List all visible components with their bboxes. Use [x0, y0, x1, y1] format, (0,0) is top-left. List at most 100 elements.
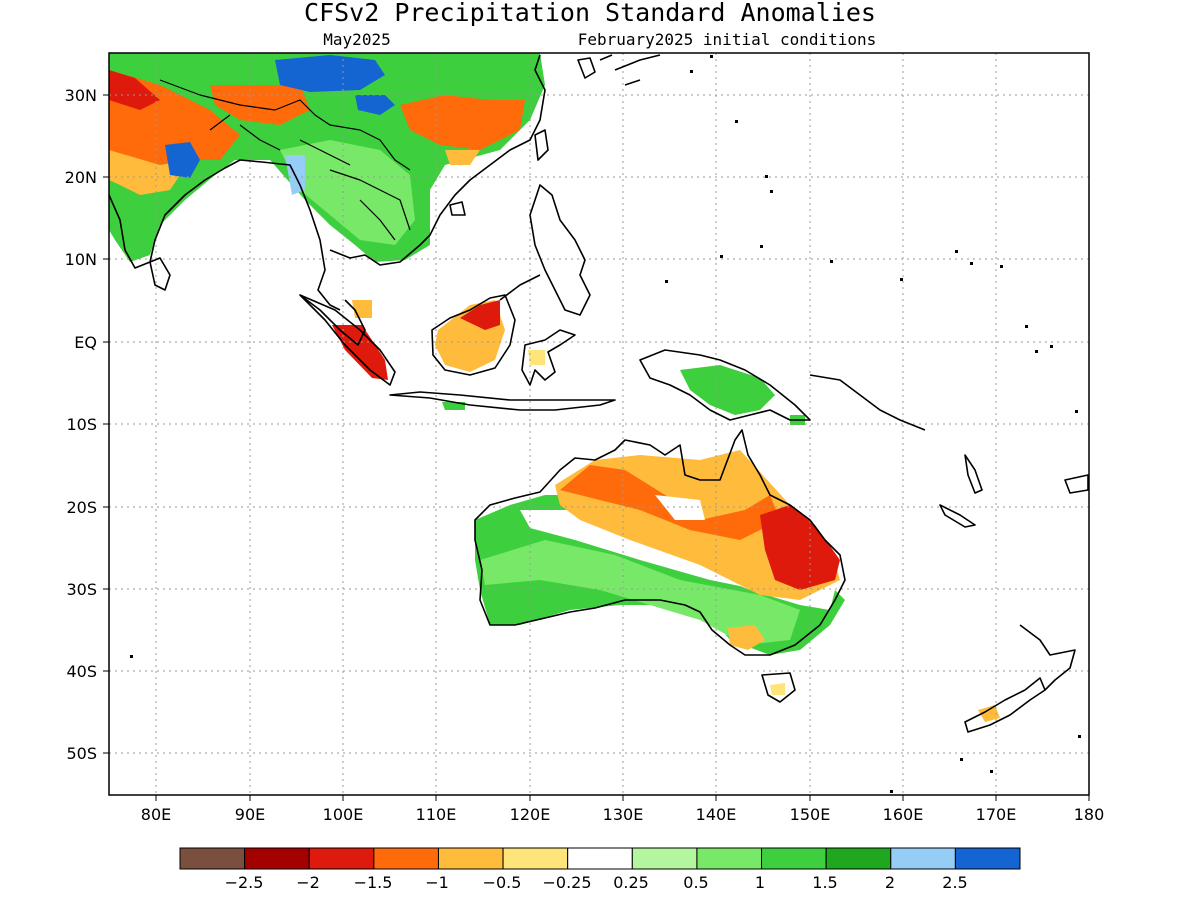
coastline-sulawesi [521, 329, 576, 386]
colorbar-swatch [761, 847, 827, 870]
colorbar-label: 1 [755, 873, 765, 892]
lat-labels: 30N 20N 10N EQ 10S 20S 30S 40S 50S [65, 86, 97, 763]
coastline-australia [474, 429, 846, 656]
lead-month-label: May2025 [323, 30, 390, 49]
lon-ticks [155, 795, 1090, 801]
colorbar-label: 1.5 [812, 873, 837, 892]
coastline-java [389, 391, 616, 411]
colorbar-swatch [954, 847, 1021, 870]
lat-label: 10N [65, 250, 97, 269]
anomaly-blue-tibet-2 [355, 95, 395, 115]
lon-label: 120E [510, 805, 551, 824]
coastline-tasmania [761, 672, 796, 703]
lon-label: 140E [696, 805, 737, 824]
anomaly-green-java [442, 402, 465, 410]
lon-label: 80E [141, 805, 171, 824]
coastline-hainan [449, 201, 466, 216]
lat-ticks [103, 94, 109, 754]
coastline-philippines [499, 184, 591, 316]
colorbar-label: −2.5 [225, 873, 264, 892]
coastline-borneo [431, 294, 516, 376]
coastline-china-borders [159, 79, 411, 241]
colorbar-label: 0.5 [683, 873, 708, 892]
colorbar-label: −0.5 [483, 873, 522, 892]
colorbar-swatches [179, 847, 1021, 870]
colorbar-swatch [373, 847, 439, 870]
coastline-malay [299, 294, 366, 346]
coastline-india [109, 159, 263, 269]
colorbar-swatch [244, 847, 310, 870]
lon-label: 180 [1074, 805, 1105, 824]
anomaly-orange-newzealand [978, 705, 1000, 722]
pacific-islands [130, 55, 1081, 793]
colorbar: −2.5 −2 −1.5 −1 −0.5 −0.25 0.25 0.5 1 1.… [179, 847, 1021, 892]
anomaly-green-newguinea [680, 365, 775, 415]
anomaly-lightgreen-australia [480, 540, 800, 645]
colorbar-label: −0.25 [542, 873, 591, 892]
lon-label: 100E [323, 805, 364, 824]
lat-label: EQ [74, 333, 97, 352]
anomaly-red-queensland [760, 505, 840, 590]
lat-label: 20S [66, 498, 97, 517]
colorbar-label: −1 [425, 873, 449, 892]
gridlines [109, 53, 1089, 795]
anomaly-lightgreen-asia [280, 140, 415, 245]
plot-frame [108, 52, 1090, 796]
anomaly-blue-india [165, 142, 200, 178]
anomaly-red-india [109, 70, 160, 110]
coastline-sumatra [299, 294, 396, 386]
colorbar-swatch [502, 847, 569, 870]
coastline-vanuatu [964, 454, 983, 494]
coastline-srilanka [149, 257, 171, 291]
colorbar-label: 2.5 [942, 873, 967, 892]
anomaly-lightorange-china [445, 150, 480, 165]
colorbar-swatch [308, 847, 375, 870]
coastline-newcaledonia [939, 504, 976, 528]
lon-label: 170E [976, 805, 1017, 824]
lat-label: 30N [65, 86, 97, 105]
lat-label: 10S [66, 415, 97, 434]
lat-label: 50S [66, 744, 97, 763]
anomaly-lightorange-vic [728, 625, 765, 650]
anomaly-shading [109, 53, 1000, 722]
lon-label: 130E [603, 805, 644, 824]
coastline-newzealand-south [964, 677, 1046, 733]
lon-label: 90E [235, 805, 265, 824]
coastline-newguinea [639, 349, 811, 421]
colorbar-swatch [631, 847, 698, 870]
colorbar-swatch [567, 847, 633, 870]
colorbar-swatch [696, 847, 763, 870]
lon-label: 160E [883, 805, 924, 824]
anomaly-lightorange-india [109, 150, 190, 195]
colorbar-swatch [437, 847, 504, 870]
colorbar-swatch [825, 847, 892, 870]
coastline-japan-ryukyu [599, 54, 661, 86]
colorbar-label: 2 [885, 873, 895, 892]
anomaly-red-sumatra [332, 325, 388, 380]
initial-conditions-label: February2025 initial conditions [578, 30, 877, 49]
lon-label: 150E [790, 805, 831, 824]
lat-label: 20N [65, 168, 97, 187]
coastline-taiwan [534, 129, 549, 161]
lat-label: 40S [66, 662, 97, 681]
coastline-newzealand-north [1019, 624, 1076, 691]
lon-label: 110E [416, 805, 457, 824]
map-title: CFSv2 Precipitation Standard Anomalies [304, 0, 876, 27]
colorbar-label: −2 [296, 873, 320, 892]
colorbar-labels: −2.5 −2 −1.5 −1 −0.5 −0.25 0.25 0.5 1 1.… [225, 873, 968, 892]
coastlines [109, 54, 1089, 733]
coastline-mainland-sea [261, 54, 546, 311]
colorbar-swatch [179, 847, 246, 870]
anomaly-red-borneo [460, 300, 500, 330]
coastline-bismarck [809, 374, 926, 431]
plot-area [109, 53, 1089, 795]
colorbar-label: 0.25 [613, 873, 649, 892]
anomaly-orange-china [400, 95, 525, 150]
coastline-fiji [1064, 474, 1089, 494]
anomaly-yellow-sulawesi [528, 350, 545, 365]
colorbar-label: −1.5 [354, 873, 393, 892]
colorbar-swatch [890, 847, 956, 870]
anomaly-blue-tibet [275, 55, 385, 92]
anomaly-yellow-tasmania [770, 683, 785, 695]
